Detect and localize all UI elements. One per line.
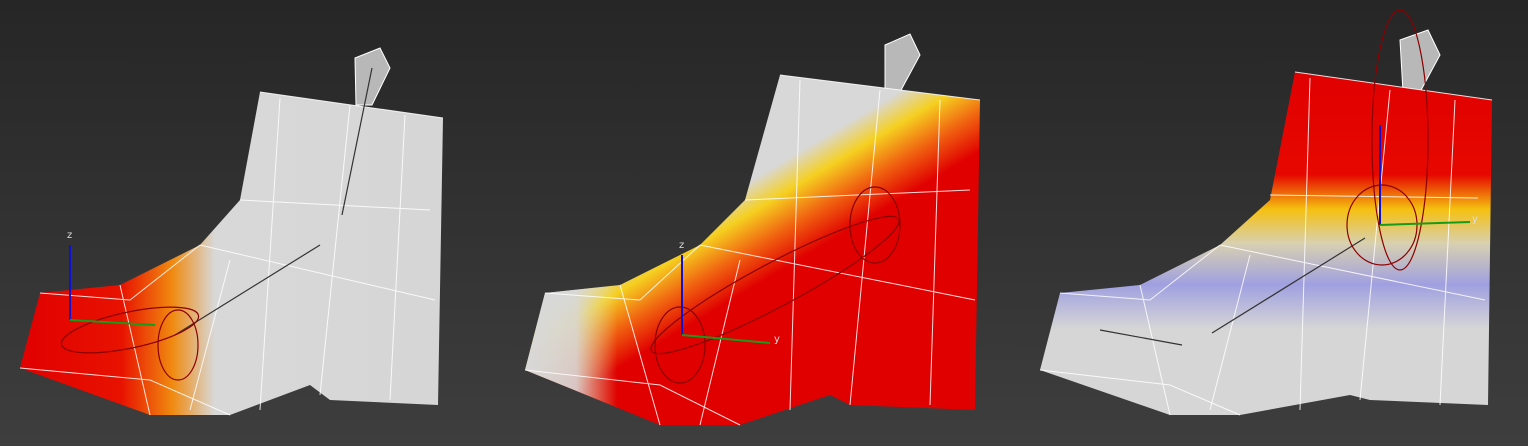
- wireframe: [1039, 71, 1493, 416]
- boot-mesh: [20, 92, 443, 415]
- boot-2: z y: [524, 33, 981, 426]
- boot-tab: [1399, 29, 1441, 93]
- boot-3: y: [1039, 9, 1493, 416]
- boot-tab: [884, 33, 921, 93]
- envelope: [60, 306, 200, 354]
- wireframe: [524, 74, 981, 426]
- boot-tab: [354, 47, 391, 106]
- envelope: [1371, 9, 1429, 271]
- bone: [1099, 237, 1366, 346]
- boot-mesh-shade: [525, 245, 730, 425]
- envelope: [1346, 184, 1418, 266]
- gizmo-y: [69, 319, 156, 326]
- axis-label: y: [774, 334, 780, 345]
- bone: [174, 67, 373, 336]
- envelope: [157, 309, 199, 381]
- envelope: [849, 186, 901, 264]
- axis-label: z: [67, 230, 72, 241]
- envelope: [654, 306, 706, 384]
- axis-label: y: [1472, 214, 1478, 225]
- boot-1: z: [19, 47, 444, 416]
- gizmo-y: [681, 334, 771, 344]
- wireframe: [19, 91, 444, 416]
- axis-label: z: [679, 240, 684, 251]
- gizmo-y: [1379, 221, 1471, 226]
- envelope: [650, 215, 900, 355]
